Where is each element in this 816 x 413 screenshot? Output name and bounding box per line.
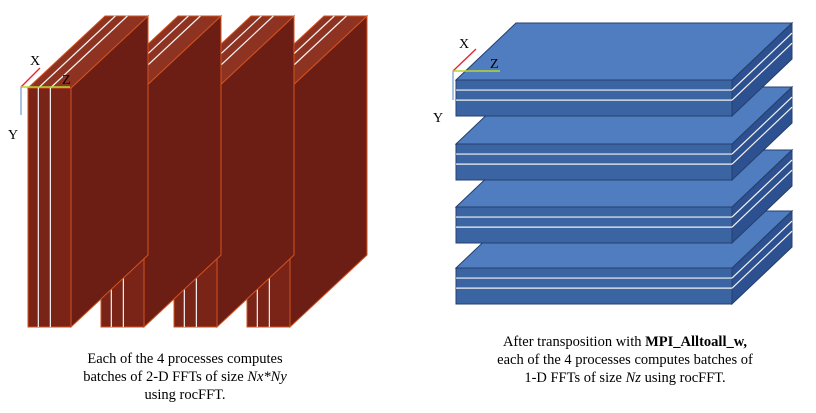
right-caption-line-3: 1-D FFTs of size Nz using rocFFT. xyxy=(455,369,795,387)
right-caption-line-1-prefix: After transposition with xyxy=(502,334,646,350)
right-slab-side-line-1 xyxy=(731,96,793,155)
right-slab-side-line-1 xyxy=(731,32,793,91)
left-caption-line-2-prefix: batches of 2-D FFTs of size xyxy=(83,369,248,385)
left-slab-top-line-1 xyxy=(37,15,116,89)
right-y-axis-label: Y xyxy=(433,111,443,126)
left-caption: Each of the 4 processes computes batches… xyxy=(40,350,330,404)
left-axes: X Z Y xyxy=(8,54,71,143)
right-slab-front xyxy=(455,143,733,181)
right-caption: After transposition with MPI_Alltoall_w,… xyxy=(455,333,795,387)
right-slab-side-line-2 xyxy=(731,42,793,101)
left-caption-line-3: using rocFFT. xyxy=(144,387,226,403)
right-caption-size-term: Nz xyxy=(625,370,641,386)
right-slab-side-line-1 xyxy=(731,159,793,218)
right-axes: X Z Y xyxy=(433,37,500,126)
left-z-axis-label: Z xyxy=(62,73,71,88)
left-x-axis-line xyxy=(20,67,41,88)
right-caption-mpi-term: MPI_Alltoall_w, xyxy=(645,334,748,350)
right-caption-line-3-suffix: using rocFFT. xyxy=(640,370,726,386)
right-z-axis-label: Z xyxy=(490,57,499,72)
left-y-axis-label: Y xyxy=(8,128,18,143)
right-slab-group xyxy=(454,21,794,306)
right-caption-line-1: After transposition with MPI_Alltoall_w, xyxy=(455,333,795,351)
right-slab-1 xyxy=(454,21,794,118)
left-x-axis-label: X xyxy=(30,54,40,69)
left-slab-top-line-2 xyxy=(49,15,128,89)
right-slab-front xyxy=(455,206,733,244)
right-caption-line-3-prefix: 1-D FFTs of size xyxy=(524,370,626,386)
left-slab-front xyxy=(27,87,72,328)
right-slab-front xyxy=(455,79,733,117)
right-slab-front xyxy=(455,267,733,305)
right-slab-top xyxy=(454,22,794,81)
right-slab-side-line-1 xyxy=(731,220,793,279)
right-slab-side-line-2 xyxy=(731,106,793,165)
right-slab-side-line-2 xyxy=(731,230,793,289)
left-caption-size-term: Nx*Ny xyxy=(247,369,287,385)
left-caption-line-1: Each of the 4 processes computes xyxy=(87,351,283,367)
right-x-axis-line xyxy=(452,48,477,72)
right-x-axis-label: X xyxy=(459,37,469,52)
left-slab-group xyxy=(26,14,369,329)
right-caption-line-2: each of the 4 processes computes batches… xyxy=(497,352,753,368)
right-slab-side-line-2 xyxy=(731,169,793,228)
left-slab-1 xyxy=(26,14,150,329)
left-caption-line-2: batches of 2-D FFTs of size Nx*Ny xyxy=(40,368,330,386)
